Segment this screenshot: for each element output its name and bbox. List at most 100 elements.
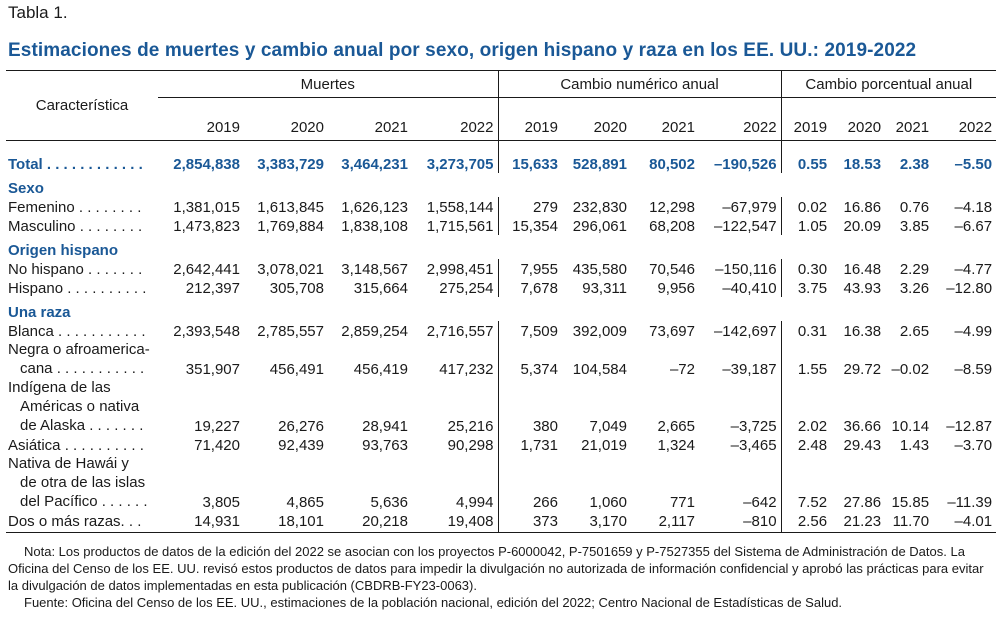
table-cell: 15,633 <box>497 140 562 173</box>
year-header: 2019 <box>497 97 562 141</box>
table-cell: 351,907 <box>185 361 240 378</box>
table-cell: 435,580 <box>572 261 627 278</box>
table-cell: 4,994 <box>455 494 494 511</box>
table-cell: 1.43 <box>899 437 930 454</box>
group-header-cambio-porcentual: Cambio porcentual anual <box>780 70 997 98</box>
table-cell: 93,763 <box>362 437 408 454</box>
table-cell: 1,473,823 <box>173 218 240 235</box>
table-cell: 68,208 <box>649 218 695 235</box>
table-cell: 2.56 <box>780 511 832 533</box>
table-cell: 3,148,567 <box>341 261 408 278</box>
table-cell: 1,324 <box>657 437 695 454</box>
table-cell: 1,613,845 <box>257 199 324 216</box>
year-header: 2021 <box>885 97 934 141</box>
table-cell: 36.66 <box>843 418 882 435</box>
table-cell: 2,998,451 <box>426 261 494 278</box>
table-cell: 2,642,441 <box>173 261 240 278</box>
table-cell: 1,558,144 <box>426 199 494 216</box>
table-row-dos-o-mas: Dos o más razas. . . 14,931 18,101 20,218 1… <box>6 511 997 533</box>
source-text: Fuente: Oficina del Censo de los EE. UU.… <box>24 595 843 610</box>
table-cell: 456,419 <box>353 361 408 378</box>
table-cell: 15.85 <box>891 494 930 511</box>
table-cell: 26,276 <box>278 418 324 435</box>
table-cell: –3,725 <box>730 418 777 435</box>
table-cell: 1,838,108 <box>341 218 408 235</box>
characteristic-header: Característica <box>6 70 158 141</box>
year-header: 2022 <box>699 97 782 141</box>
table-cell: 10.14 <box>891 418 930 435</box>
table-cell: 16.38 <box>843 323 882 340</box>
row-label: Femenino . . . . . . . . <box>8 199 142 216</box>
table-cell: –67,979 <box>722 199 777 216</box>
table-cell: 18.53 <box>843 156 882 173</box>
table-cell: 7,955 <box>497 259 562 278</box>
row-label: Dos o más razas. . . <box>6 511 158 533</box>
table-cell: 93,311 <box>582 280 627 297</box>
row-label: Hispano . . . . . . . . . . <box>8 280 147 297</box>
table-cell: 2,859,254 <box>341 323 408 340</box>
table-cell: 380 <box>497 378 562 435</box>
table-cell: 3,078,021 <box>257 261 324 278</box>
table-cell: 73,697 <box>649 323 695 340</box>
table-title: Estimaciones de muertes y cambio anual p… <box>8 40 917 61</box>
table-cell: 3.85 <box>899 218 930 235</box>
table-cell: –3,465 <box>730 437 777 454</box>
row-label: Masculino . . . . . . . . <box>8 218 143 235</box>
table-cell: 279 <box>497 197 562 216</box>
table-cell: –12.80 <box>946 280 993 297</box>
table-cell: 12,298 <box>649 199 695 216</box>
table-cell: 2,665 <box>657 418 695 435</box>
table-cell: 266 <box>497 454 562 511</box>
year-header: 2020 <box>831 97 886 141</box>
row-label: Negra o afroamerica- cana . . . . . . . … <box>8 341 150 377</box>
table-cell: –8.59 <box>954 361 993 378</box>
table-cell: 7,049 <box>589 418 627 435</box>
table-cell: 7.52 <box>780 454 832 511</box>
table-cell: –0.02 <box>891 361 930 378</box>
table-cell: 15,354 <box>497 216 562 235</box>
table-cell: 18,101 <box>244 511 328 533</box>
table-row-total: Total . . . . . . . . . . . . 2,854,838 3… <box>6 140 996 173</box>
year-header: 2021 <box>631 97 699 141</box>
table-cell: 27.86 <box>843 494 882 511</box>
table-cell: 4,865 <box>286 494 324 511</box>
table-cell: 0.30 <box>780 259 832 278</box>
table-cell: 2,393,548 <box>173 323 240 340</box>
table-cell: 456,491 <box>269 361 324 378</box>
section-header-origen-hispano: Origen hispano <box>6 235 996 259</box>
table-cell: 5,636 <box>370 494 408 511</box>
table-cell: 7,509 <box>497 321 562 340</box>
note-text: Nota: Los productos de datos de la edici… <box>8 544 984 593</box>
year-header: 2021 <box>328 97 412 141</box>
table-cell: 29.72 <box>843 361 882 378</box>
table-cell: 43.93 <box>843 280 882 297</box>
table-cell: –4.18 <box>954 199 993 216</box>
table-cell: 2,716,557 <box>426 323 494 340</box>
table-cell: 1,626,123 <box>341 199 408 216</box>
table-row-hispano: Hispano . . . . . . . . . . 212,397 305,7… <box>6 278 996 297</box>
table-cell: –39,187 <box>722 361 777 378</box>
table-cell: 3,464,231 <box>341 156 408 173</box>
table-cell: 1,381,015 <box>173 199 240 216</box>
table-cell: 3,273,705 <box>426 156 494 173</box>
table-cell: –11.39 <box>947 494 993 511</box>
group-header-muertes: Muertes <box>158 70 498 98</box>
table-cell: 373 <box>497 511 562 533</box>
table-cell: 0.02 <box>780 197 832 216</box>
table-cell: 392,009 <box>572 323 627 340</box>
table-row-blanca: Blanca . . . . . . . . . . . 2,393,548 2,… <box>6 321 996 340</box>
table-cell: –810 <box>699 511 782 533</box>
table-cell: 1,715,561 <box>426 218 494 235</box>
table-cell: –72 <box>669 361 695 378</box>
table-cell: –122,547 <box>713 218 777 235</box>
table-row-asiatica: Asiática . . . . . . . . . . 71,420 92,43… <box>6 435 996 454</box>
table-cell: 29.43 <box>843 437 882 454</box>
table-cell: 3.26 <box>899 280 930 297</box>
group-header-cambio-numerico: Cambio numérico anual <box>497 70 782 98</box>
table-cell: 2.48 <box>780 435 832 454</box>
table-cell: 1,060 <box>589 494 627 511</box>
table-cell: 21,019 <box>581 437 627 454</box>
table-row-negra: Negra o afroamerica- cana . . . . . . . … <box>6 340 996 378</box>
section-label: Sexo <box>8 180 44 197</box>
